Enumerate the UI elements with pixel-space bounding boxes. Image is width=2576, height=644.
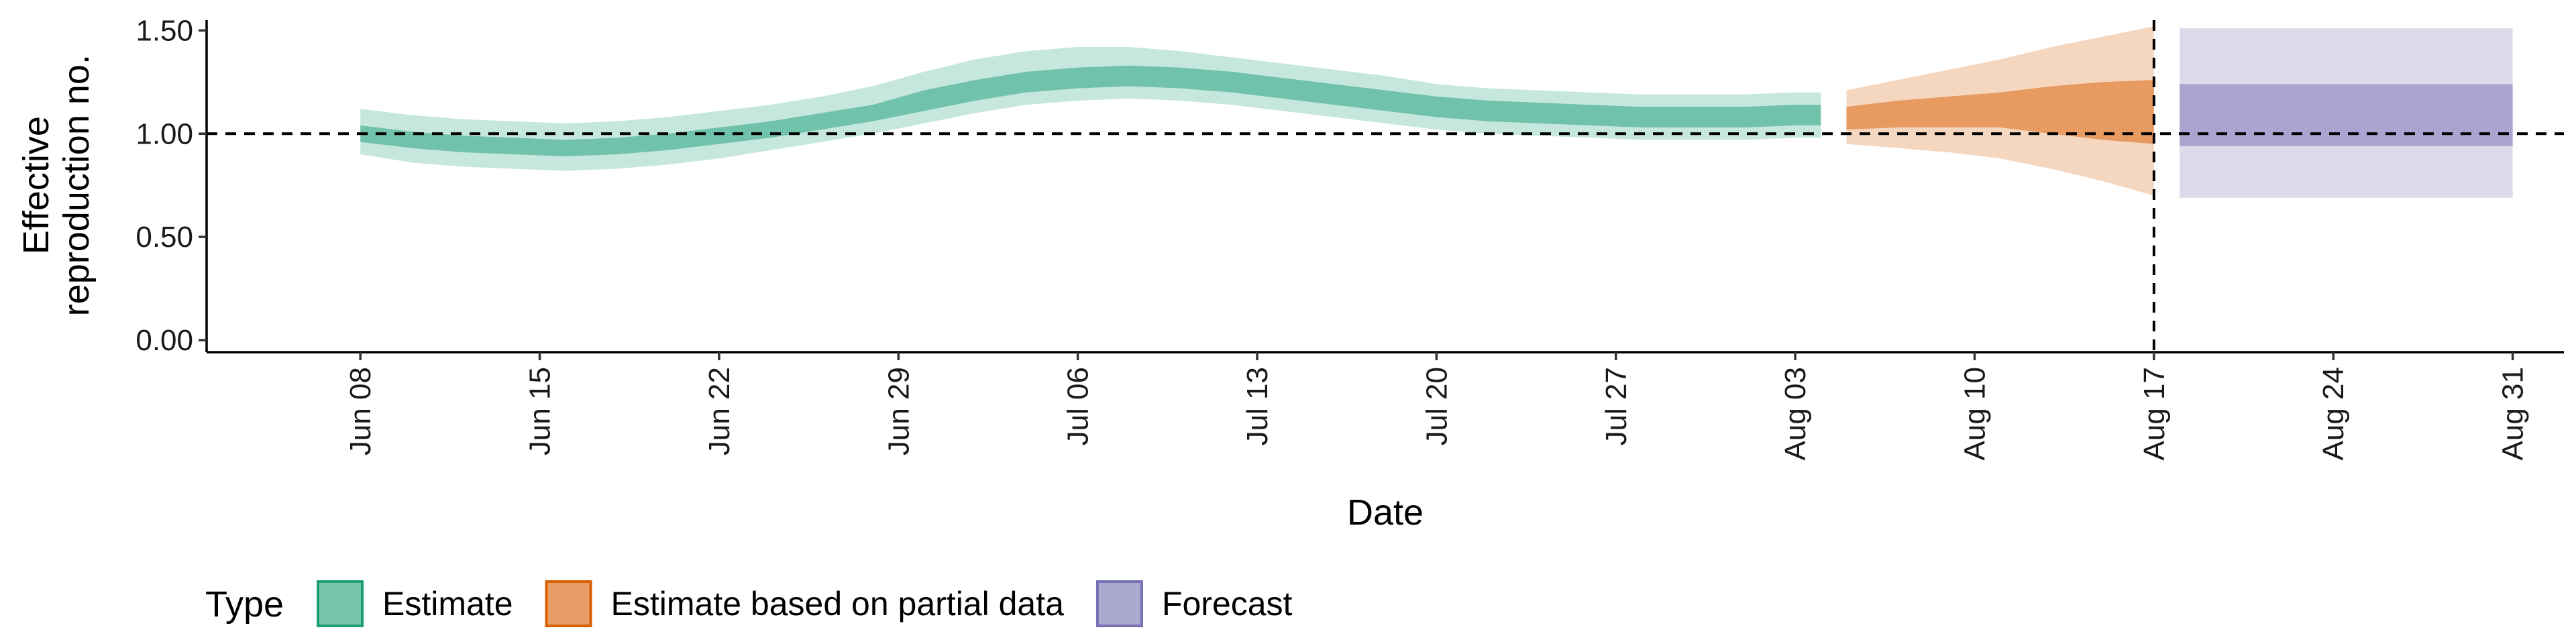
x-tick-label: Aug 31 <box>2497 367 2530 460</box>
legend-title: Type <box>205 584 284 625</box>
x-tick-label: Jul 27 <box>1600 367 1633 445</box>
x-tick-label: Jun 15 <box>524 367 557 455</box>
legend: Type Estimate Estimate based on partial d… <box>205 580 1293 627</box>
x-tick-label: Jun 22 <box>703 367 736 455</box>
x-tick-label: Jun 08 <box>344 367 377 455</box>
x-tick-label: Jul 06 <box>1062 367 1095 445</box>
x-tick-label: Aug 24 <box>2317 367 2350 460</box>
legend-label-estimate: Estimate <box>382 585 513 623</box>
axes <box>205 20 2564 354</box>
y-axis-title-line-2: reproduction no. <box>56 54 97 316</box>
forecast-band-50 <box>2180 84 2513 146</box>
x-tick-label: Aug 17 <box>2138 367 2171 460</box>
estimate-band-50 <box>360 65 1821 157</box>
x-axis-title: Date <box>1347 492 1424 533</box>
y-axis-title-line-1: Effective <box>16 116 56 254</box>
x-tick-label: Aug 10 <box>1959 367 1992 460</box>
x-tick-label: Aug 03 <box>1779 367 1812 460</box>
legend-label-forecast: Forecast <box>1162 585 1293 623</box>
legend-swatch-estimate-based-on-partial-data <box>545 580 592 627</box>
y-tick-label: 1.00 <box>136 117 193 150</box>
x-ticks: Jun 08 Jun 15 Jun 22 Jun 29 Jul 06 Jul 13 Jul … <box>344 352 2530 460</box>
x-tick-label: Jun 29 <box>882 367 915 455</box>
y-tick-label: 0.50 <box>136 221 193 254</box>
y-tick-label: 1.50 <box>136 14 193 47</box>
y-tick-label: 0.00 <box>136 324 193 357</box>
legend-label-estimate-based-on-partial-data: Estimate based on partial data <box>611 585 1065 623</box>
estimate-based-on-partial-data-band-50 <box>1846 80 2154 144</box>
y-ticks: 0.00 0.50 1.00 1.50 <box>136 14 207 357</box>
uncertainty-bands <box>360 26 2513 198</box>
x-tick-label: Jul 20 <box>1420 367 1453 445</box>
legend-swatch-forecast <box>1095 580 1143 627</box>
legend-swatch-estimate <box>317 580 364 627</box>
x-tick-label: Jul 13 <box>1241 367 1274 445</box>
